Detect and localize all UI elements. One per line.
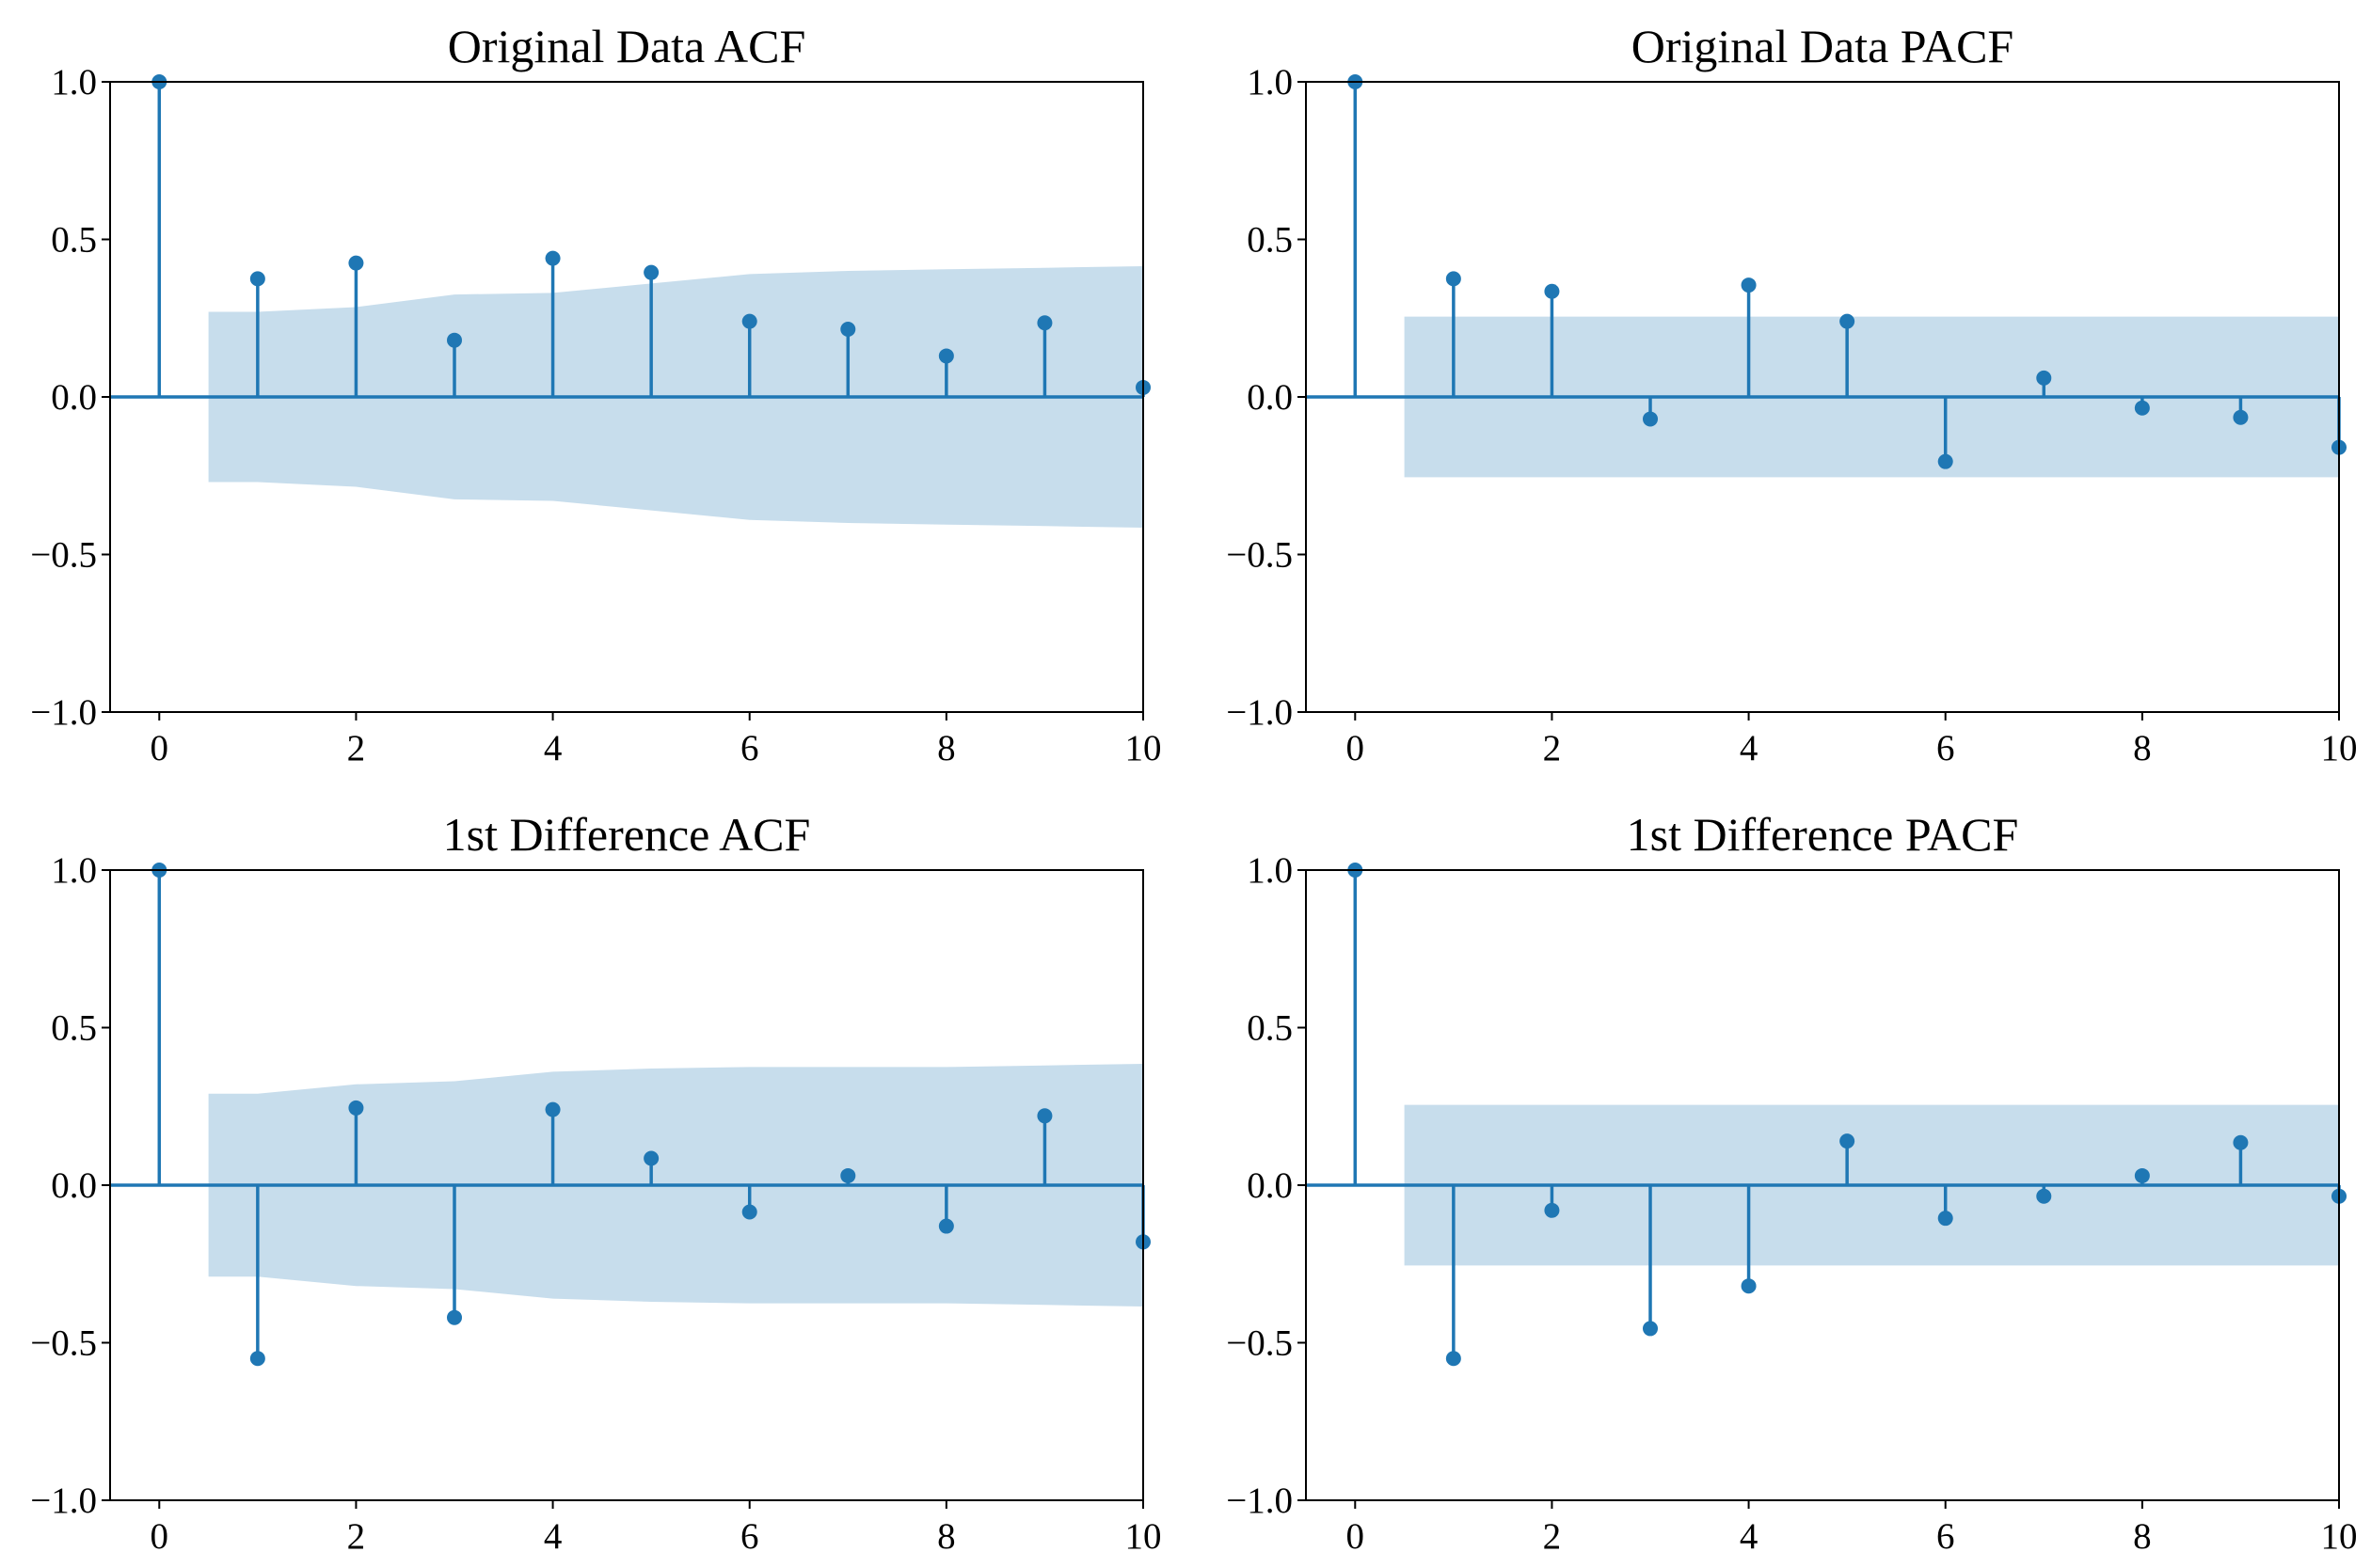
x-tick-label: 10 <box>2321 1516 2358 1557</box>
point-lag-4 <box>545 1101 561 1117</box>
chart-title: 1st Difference PACF <box>1627 808 2019 861</box>
point-lag-1 <box>1445 271 1461 287</box>
chart-panel-4: −1.0 −0.5 0.0 0.5 1.0 0 2 4 6 8 10 1st Difference P… <box>1226 808 2357 1557</box>
x-tick-label: 2 <box>1543 728 1562 768</box>
point-lag-5 <box>644 1150 660 1166</box>
x-tick-label: 4 <box>1740 728 1758 768</box>
x-tick-label: 0 <box>1346 728 1365 768</box>
x-tick-label: 4 <box>1740 1516 1758 1557</box>
y-tick-label: 1.0 <box>1247 850 1293 891</box>
point-lag-6 <box>1937 1211 1953 1227</box>
y-tick-label: 1.0 <box>51 62 97 103</box>
point-lag-4 <box>545 250 561 266</box>
point-lag-7 <box>2036 370 2052 386</box>
point-lag-9 <box>1037 1108 1053 1124</box>
point-lag-6 <box>1937 453 1953 469</box>
y-tick-label: 1.0 <box>1247 62 1293 103</box>
point-lag-4 <box>1741 1278 1757 1294</box>
point-lag-8 <box>938 1218 954 1234</box>
point-lag-7 <box>2036 1188 2052 1204</box>
y-tick-label: −1.0 <box>30 692 97 733</box>
y-tick-label: −0.5 <box>30 1323 97 1364</box>
x-tick-label: 10 <box>2321 728 2358 768</box>
x-tick-label: 4 <box>544 728 563 768</box>
y-tick-label: 0.0 <box>1247 377 1293 418</box>
point-lag-8 <box>2134 1167 2150 1183</box>
x-tick-label: 2 <box>347 728 366 768</box>
y-tick-label: 0.5 <box>1247 1008 1293 1049</box>
point-lag-4 <box>1741 277 1757 293</box>
point-lag-3 <box>447 1309 462 1325</box>
point-lag-9 <box>2233 1134 2249 1150</box>
chart-panel-1: −1.0 −0.5 0.0 0.5 1.0 0 2 4 6 8 10 Original Data AC… <box>30 20 1161 768</box>
x-tick-label: 4 <box>544 1516 563 1557</box>
x-tick-label: 8 <box>937 728 956 768</box>
point-lag-2 <box>348 255 364 271</box>
y-tick-label: 0.0 <box>1247 1165 1293 1206</box>
y-tick-label: −1.0 <box>30 1481 97 1521</box>
x-tick-label: 8 <box>937 1516 956 1557</box>
x-tick-label: 6 <box>740 728 759 768</box>
point-lag-8 <box>938 348 954 364</box>
point-lag-3 <box>1643 1321 1658 1337</box>
point-lag-6 <box>741 1204 757 1220</box>
x-tick-label: 6 <box>1936 1516 1955 1557</box>
point-lag-1 <box>249 1351 265 1367</box>
y-tick-label: 0.5 <box>51 220 97 261</box>
chart-panel-2: −1.0 −0.5 0.0 0.5 1.0 0 2 4 6 8 10 Original Data PA… <box>1226 20 2357 768</box>
y-tick-label: 0.5 <box>1247 220 1293 261</box>
y-tick-label: 0.5 <box>51 1008 97 1049</box>
y-tick-label: 0.0 <box>51 377 97 418</box>
x-tick-label: 0 <box>151 1516 169 1557</box>
x-tick-label: 0 <box>151 728 169 768</box>
y-tick-label: −1.0 <box>1226 692 1293 733</box>
point-lag-8 <box>2134 400 2150 416</box>
y-tick-label: 1.0 <box>51 850 97 891</box>
point-lag-5 <box>1839 1133 1855 1149</box>
x-tick-label: 6 <box>740 1516 759 1557</box>
point-lag-5 <box>644 264 660 280</box>
x-tick-label: 6 <box>1936 728 1955 768</box>
point-lag-2 <box>1544 283 1560 299</box>
x-tick-label: 10 <box>1125 1516 1162 1557</box>
point-lag-1 <box>1445 1351 1461 1367</box>
point-lag-9 <box>1037 315 1053 331</box>
y-tick-label: 0.0 <box>51 1165 97 1206</box>
chart-title: 1st Difference ACF <box>443 808 811 861</box>
x-tick-label: 0 <box>1346 1516 1365 1557</box>
point-lag-6 <box>741 313 757 329</box>
point-lag-1 <box>249 271 265 287</box>
x-tick-label: 8 <box>2133 1516 2152 1557</box>
point-lag-2 <box>348 1100 364 1116</box>
point-lag-7 <box>840 1167 856 1183</box>
y-tick-label: −0.5 <box>1226 1323 1293 1364</box>
y-tick-label: −0.5 <box>1226 535 1293 576</box>
chart-panel-3: −1.0 −0.5 0.0 0.5 1.0 0 2 4 6 8 10 1st Difference A… <box>30 808 1161 1557</box>
x-tick-label: 8 <box>2133 728 2152 768</box>
x-tick-label: 10 <box>1125 728 1162 768</box>
chart-title: Original Data ACF <box>448 20 806 72</box>
chart-title: Original Data PACF <box>1631 20 2014 72</box>
point-lag-7 <box>840 321 856 337</box>
point-lag-3 <box>447 332 462 348</box>
y-tick-label: −1.0 <box>1226 1481 1293 1521</box>
x-tick-label: 2 <box>347 1516 366 1557</box>
point-lag-9 <box>2233 409 2249 425</box>
point-lag-2 <box>1544 1202 1560 1218</box>
y-tick-label: −0.5 <box>30 535 97 576</box>
point-lag-5 <box>1839 313 1855 329</box>
x-tick-label: 2 <box>1543 1516 1562 1557</box>
point-lag-3 <box>1643 411 1658 427</box>
